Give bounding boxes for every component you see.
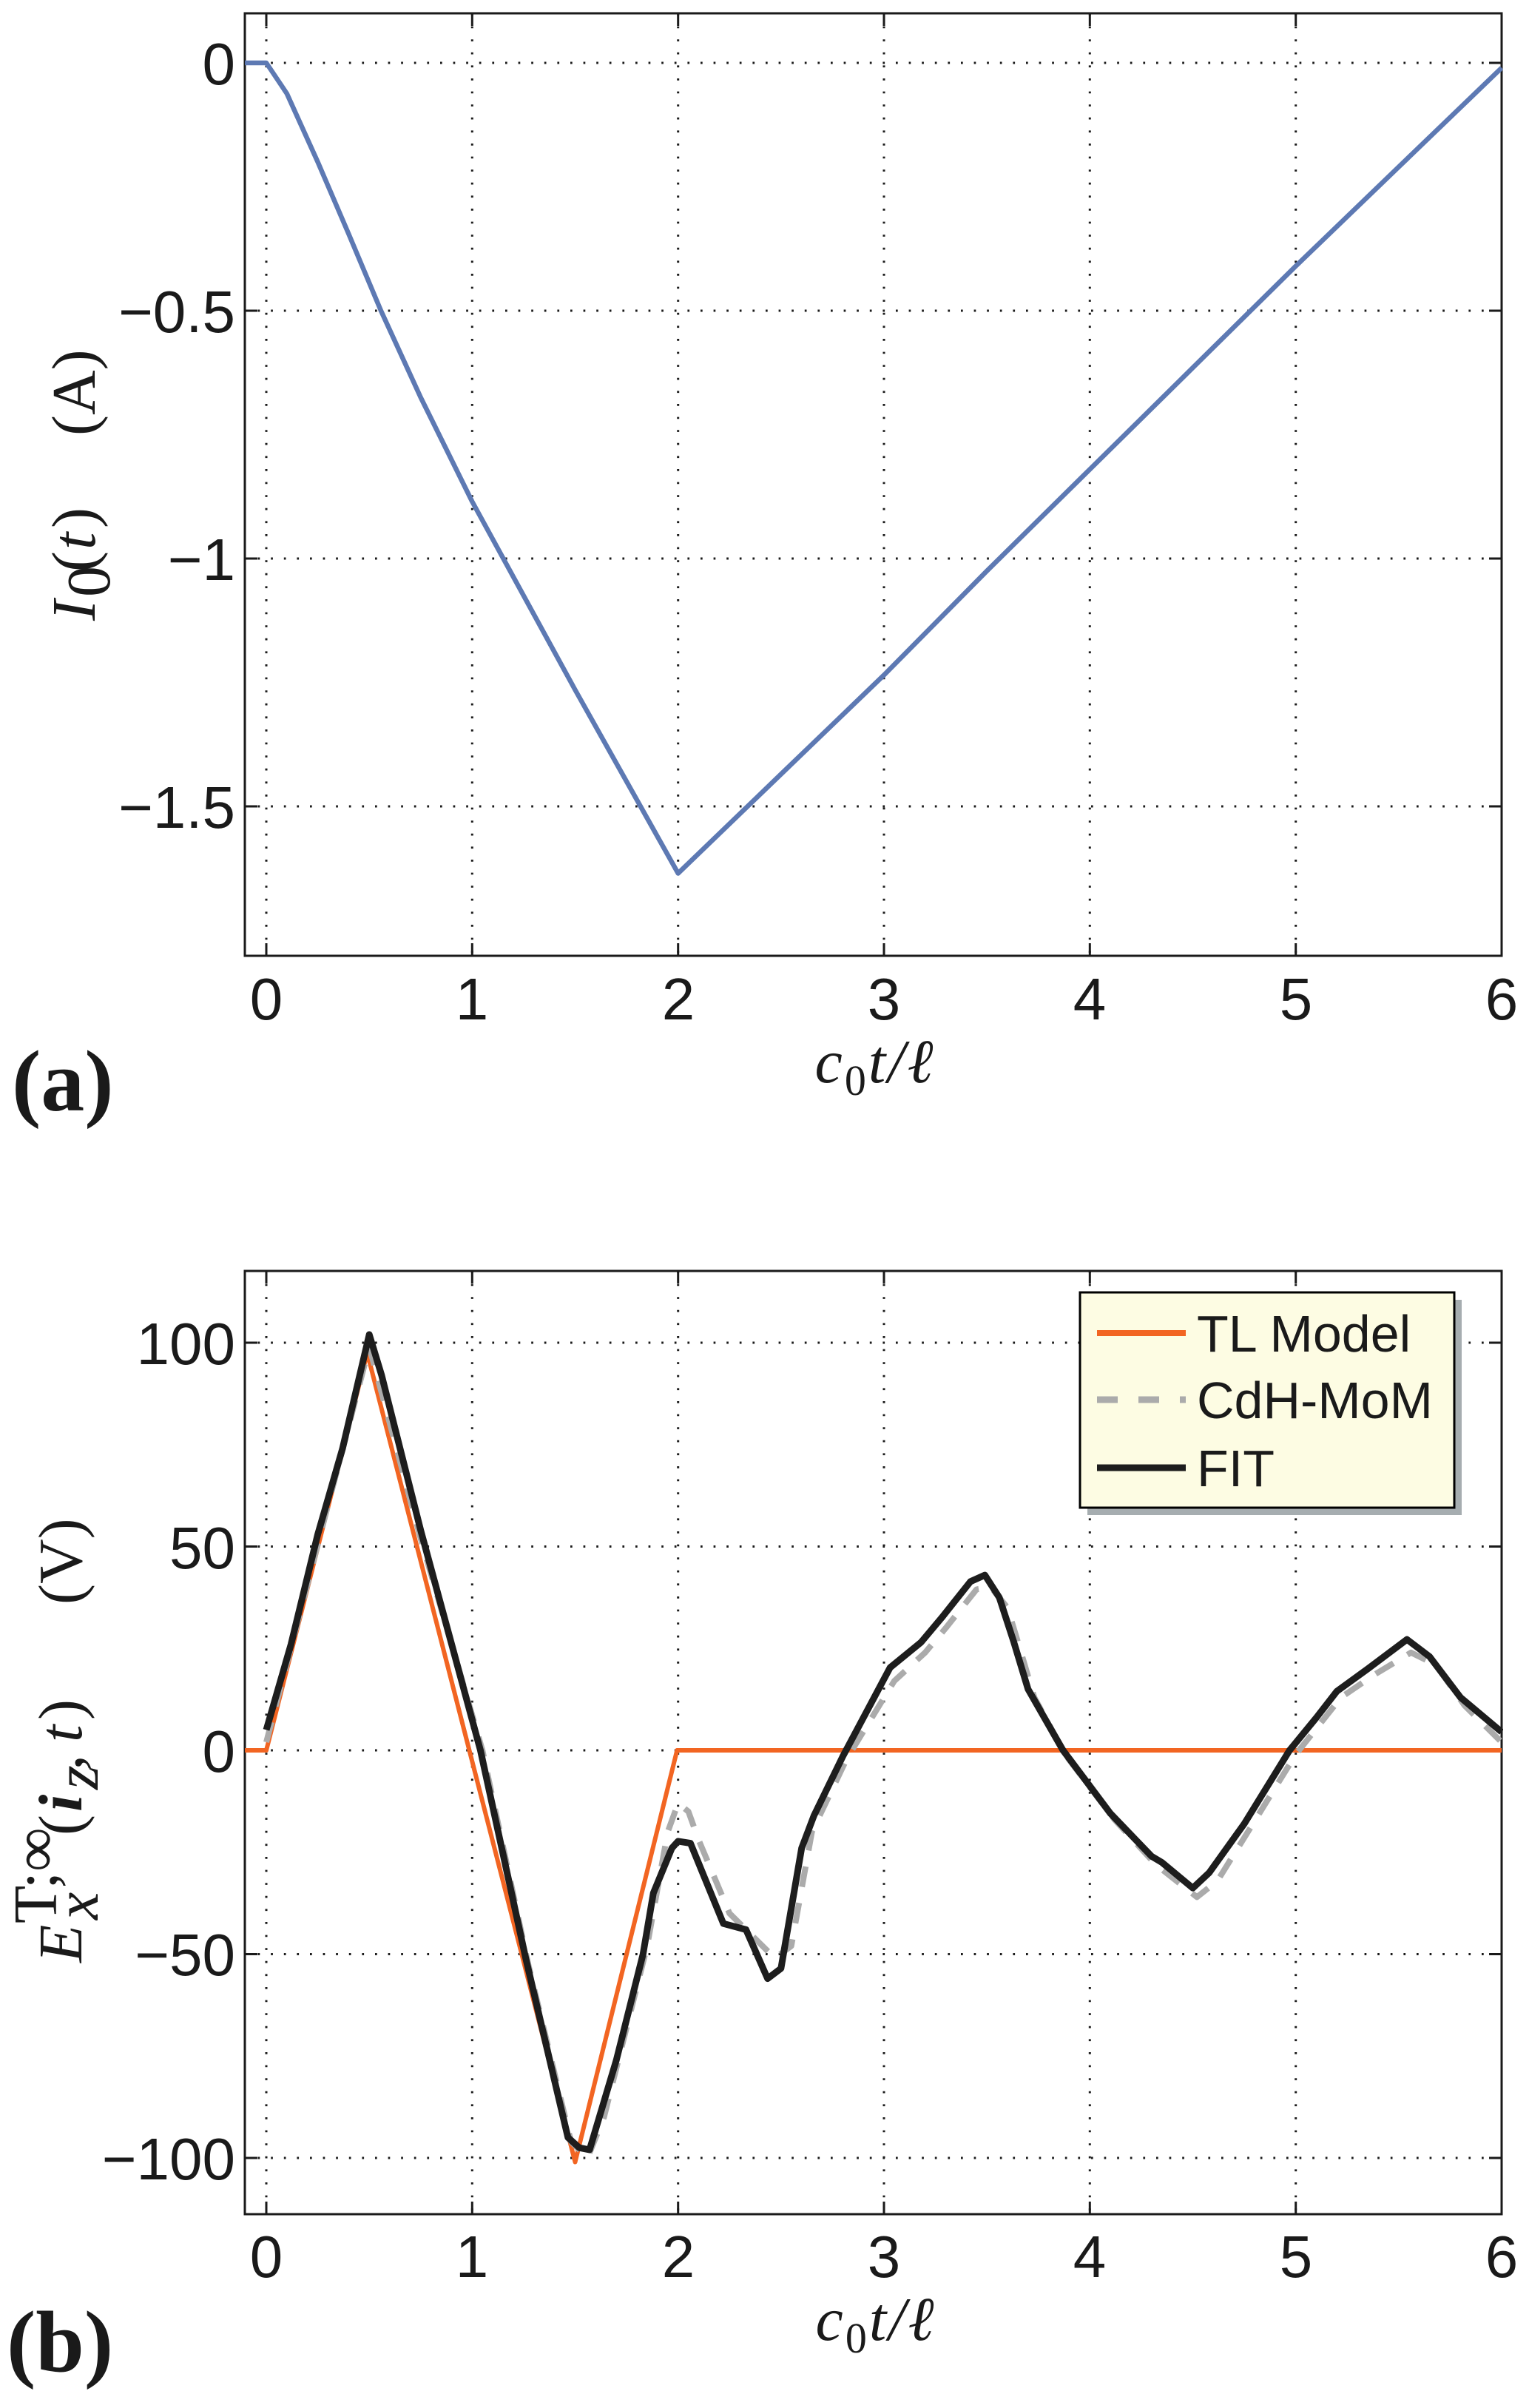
svg-text:E: E (27, 1925, 95, 1963)
svg-text:z: z (43, 1765, 112, 1790)
svg-text:FIT: FIT (1197, 1440, 1275, 1497)
svg-text:t: t (27, 1723, 95, 1742)
svg-text:(A): (A) (40, 349, 109, 436)
svg-text:4: 4 (1073, 966, 1107, 1032)
svg-text:−0.5: −0.5 (118, 279, 235, 345)
svg-text:1: 1 (456, 2224, 489, 2290)
svg-text:(V): (V) (27, 1518, 95, 1605)
svg-text:0: 0 (55, 566, 124, 597)
svg-text:0: 0 (203, 31, 236, 97)
svg-text:50: 50 (169, 1515, 235, 1581)
svg-text:(a): (a) (12, 1033, 114, 1130)
svg-text:−1.5: −1.5 (118, 775, 235, 840)
svg-text:0: 0 (203, 1719, 236, 1784)
svg-text:5: 5 (1280, 966, 1313, 1032)
svg-text:I: I (40, 597, 109, 621)
svg-text:5: 5 (1280, 2224, 1313, 2290)
svg-text:3: 3 (868, 966, 901, 1032)
svg-text:4: 4 (1073, 2224, 1107, 2290)
svg-text:1: 1 (456, 966, 489, 1032)
svg-text:(b): (b) (7, 2293, 113, 2390)
svg-text:−100: −100 (102, 2126, 235, 2192)
svg-text:t: t (40, 530, 109, 550)
svg-text:TL Model: TL Model (1197, 1305, 1411, 1363)
svg-text:3: 3 (868, 2224, 901, 2290)
svg-text:6: 6 (1485, 966, 1519, 1032)
svg-text:): ) (27, 1699, 95, 1720)
svg-text:(: ( (27, 1815, 95, 1835)
svg-text:6: 6 (1485, 2224, 1519, 2290)
svg-text:−1: −1 (168, 527, 235, 593)
svg-text:T;∞: T;∞ (1, 1827, 70, 1923)
svg-text:100: 100 (137, 1311, 235, 1377)
svg-text:i: i (27, 1795, 95, 1812)
svg-text:x: x (43, 1892, 112, 1921)
svg-text:(: ( (40, 551, 109, 572)
svg-text:0: 0 (250, 2224, 283, 2290)
svg-text:,: , (27, 1755, 95, 1770)
svg-text:CdH-MoM: CdH-MoM (1197, 1372, 1433, 1429)
svg-text:2: 2 (662, 2224, 695, 2290)
svg-text:2: 2 (662, 966, 695, 1032)
svg-text:): ) (40, 507, 109, 528)
svg-text:c0t/ℓ: c0t/ℓ (815, 1028, 936, 1104)
svg-text:c0t/ℓ: c0t/ℓ (816, 2285, 936, 2362)
svg-text:−50: −50 (135, 1922, 235, 1988)
svg-text:0: 0 (250, 966, 283, 1032)
